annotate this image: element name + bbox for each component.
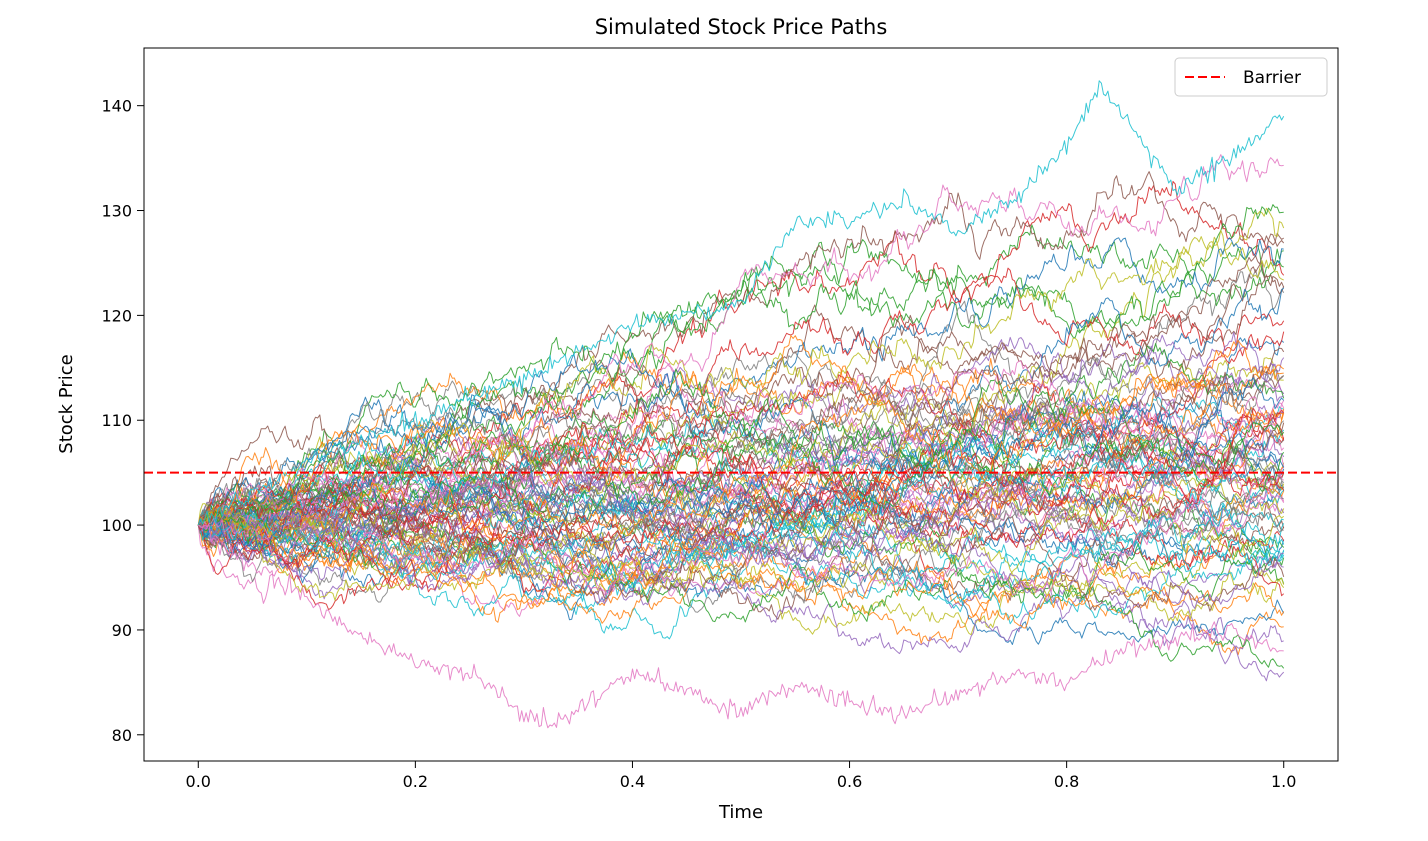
price-paths [197,80,1285,729]
price-path [198,377,1284,526]
x-tick-label: 1.0 [1271,772,1296,791]
price-path [197,437,1285,617]
price-path [197,468,1285,613]
y-axis-ticks: 80 90 100 110 120 130 140 [101,97,144,745]
legend-box [1174,57,1328,97]
y-tick-label: 80 [112,726,132,745]
price-path [197,237,1284,532]
price-path [198,360,1285,532]
y-axis-label: Stock Price [56,354,77,453]
x-axis-label: Time [718,802,763,823]
price-path [197,350,1285,526]
price-path [197,505,1285,622]
chart-title: Simulated Stock Price Paths [595,15,888,39]
price-path [197,501,1285,612]
price-path [197,362,1284,545]
y-tick-label: 140 [101,97,132,116]
x-tick-label: 0.8 [1054,772,1079,791]
price-path [197,510,1284,665]
price-path [197,472,1284,609]
plot-area [143,47,1339,762]
price-path [197,233,1285,600]
price-path [197,504,1285,669]
legend: Barrier [1174,57,1328,97]
price-path [197,418,1285,574]
price-path [197,402,1284,606]
price-path [198,521,1284,729]
y-tick-label: 100 [101,516,132,535]
price-path [197,336,1285,537]
price-path [197,394,1285,539]
price-path [197,340,1284,541]
price-path [198,415,1285,568]
price-path [197,430,1285,621]
plot-frame [143,47,1339,762]
price-path [198,260,1284,527]
x-tick-label: 0.6 [837,772,862,791]
price-path [197,381,1285,558]
x-tick-label: 0.0 [186,772,211,791]
y-tick-label: 120 [101,306,132,325]
price-path [197,229,1284,539]
price-path [198,485,1285,620]
price-path [197,80,1285,526]
price-path [197,522,1285,625]
price-path [197,287,1285,529]
x-axis-ticks: 0.0 0.2 0.4 0.6 0.8 1.0 [186,761,1296,791]
x-tick-label: 0.4 [620,772,645,791]
y-tick-label: 130 [101,202,132,221]
price-path [198,398,1285,545]
price-path [198,409,1285,593]
x-tick-label: 0.2 [403,772,428,791]
price-path [198,331,1285,610]
price-path [197,343,1285,529]
price-path [198,442,1285,604]
price-path [197,368,1285,526]
legend-barrier-label: Barrier [1243,68,1301,88]
price-path [197,462,1284,565]
price-path [197,450,1284,604]
price-path [197,488,1285,596]
y-tick-label: 110 [101,411,132,430]
y-tick-label: 90 [112,621,132,640]
